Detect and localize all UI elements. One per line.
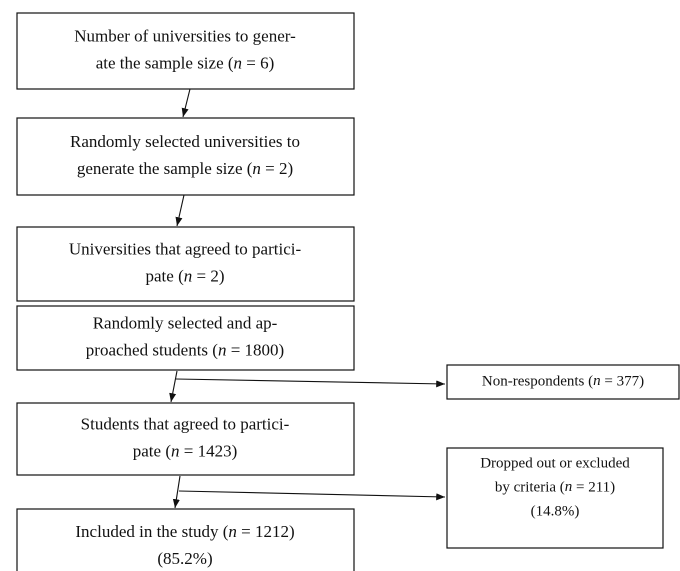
node-box	[16, 402, 355, 476]
node: Universities that agreed to partici-pate…	[16, 226, 355, 302]
node-label: generate the sample size (n = 2)	[77, 159, 293, 178]
node-label: Randomly selected universities to	[70, 132, 300, 151]
arrows	[169, 88, 446, 509]
node-box	[16, 226, 355, 302]
side-node: Dropped out or excluded by criteria (n = …	[446, 447, 664, 549]
arrow	[169, 370, 178, 403]
side-label: Dropped out or excluded	[480, 455, 630, 471]
arrow	[178, 490, 446, 501]
main-boxes: Number of universities to gener-ate the …	[16, 12, 355, 571]
node-label: ate the sample size (n = 6)	[96, 53, 275, 72]
node-label: proached students (n = 1800)	[86, 340, 284, 359]
node-box	[16, 117, 355, 196]
arrow	[175, 194, 185, 227]
node-label: pate (n = 1423)	[133, 441, 237, 460]
node-label: pate (n = 2)	[146, 266, 225, 285]
side-label: Non-respondents (n = 377)	[482, 373, 644, 389]
node: Randomly selected universities to generat…	[16, 117, 355, 196]
side-box	[446, 447, 664, 549]
side-label: by criteria (n = 211)	[495, 479, 615, 495]
arrow	[175, 378, 446, 388]
node: Included in the study (n = 1212) (85.2%)	[16, 508, 355, 571]
node-label: (85.2%)	[157, 549, 212, 568]
node-label: Number of universities to gener-	[74, 26, 296, 45]
node-box	[16, 508, 355, 571]
node-label: Universities that agreed to partici-	[69, 239, 302, 258]
arrow	[181, 88, 191, 118]
arrow	[172, 475, 181, 509]
node: Number of universities to gener-ate the …	[16, 12, 355, 90]
side-label: (14.8%)	[531, 503, 580, 519]
node-label: Students that agreed to partici-	[81, 414, 290, 433]
node-label: Randomly selected and ap-	[93, 313, 278, 332]
side-box	[446, 364, 680, 400]
side-boxes: Non-respondents (n = 377) Dropped out or …	[446, 364, 680, 549]
node-label: Included in the study (n = 1212)	[75, 522, 294, 541]
side-node: Non-respondents (n = 377)	[446, 364, 680, 400]
node-box	[16, 305, 355, 371]
node: Students that agreed to partici-pate (n …	[16, 402, 355, 476]
node: Randomly selected and ap-proached studen…	[16, 305, 355, 371]
node-box	[16, 12, 355, 90]
